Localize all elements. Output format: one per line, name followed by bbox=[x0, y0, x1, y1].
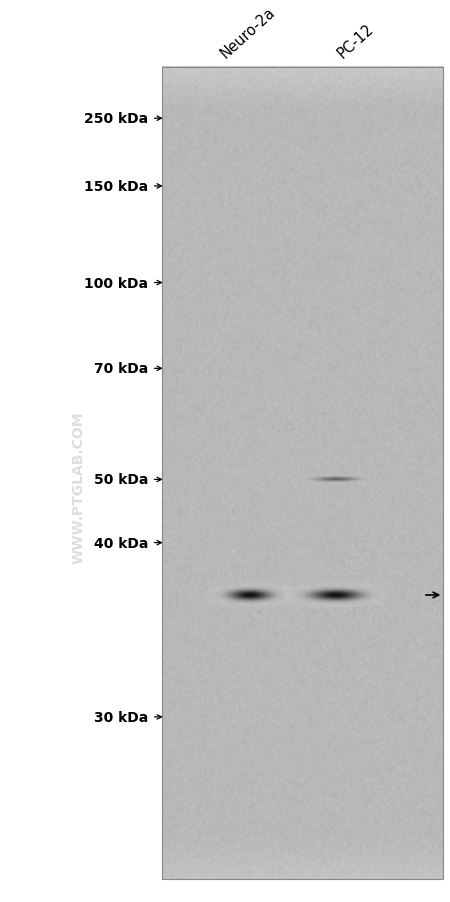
Text: 50 kDa: 50 kDa bbox=[94, 473, 148, 487]
Text: Neuro-2a: Neuro-2a bbox=[217, 5, 278, 61]
Text: 250 kDa: 250 kDa bbox=[85, 112, 148, 126]
Text: 100 kDa: 100 kDa bbox=[85, 276, 148, 290]
Text: 30 kDa: 30 kDa bbox=[94, 710, 148, 724]
Text: 40 kDa: 40 kDa bbox=[94, 536, 148, 550]
Text: 70 kDa: 70 kDa bbox=[94, 362, 148, 376]
Bar bbox=[162, 68, 443, 879]
Text: WWW.PTGLAB.COM: WWW.PTGLAB.COM bbox=[72, 411, 86, 563]
Text: PC-12: PC-12 bbox=[334, 22, 376, 61]
Text: 150 kDa: 150 kDa bbox=[85, 179, 148, 194]
